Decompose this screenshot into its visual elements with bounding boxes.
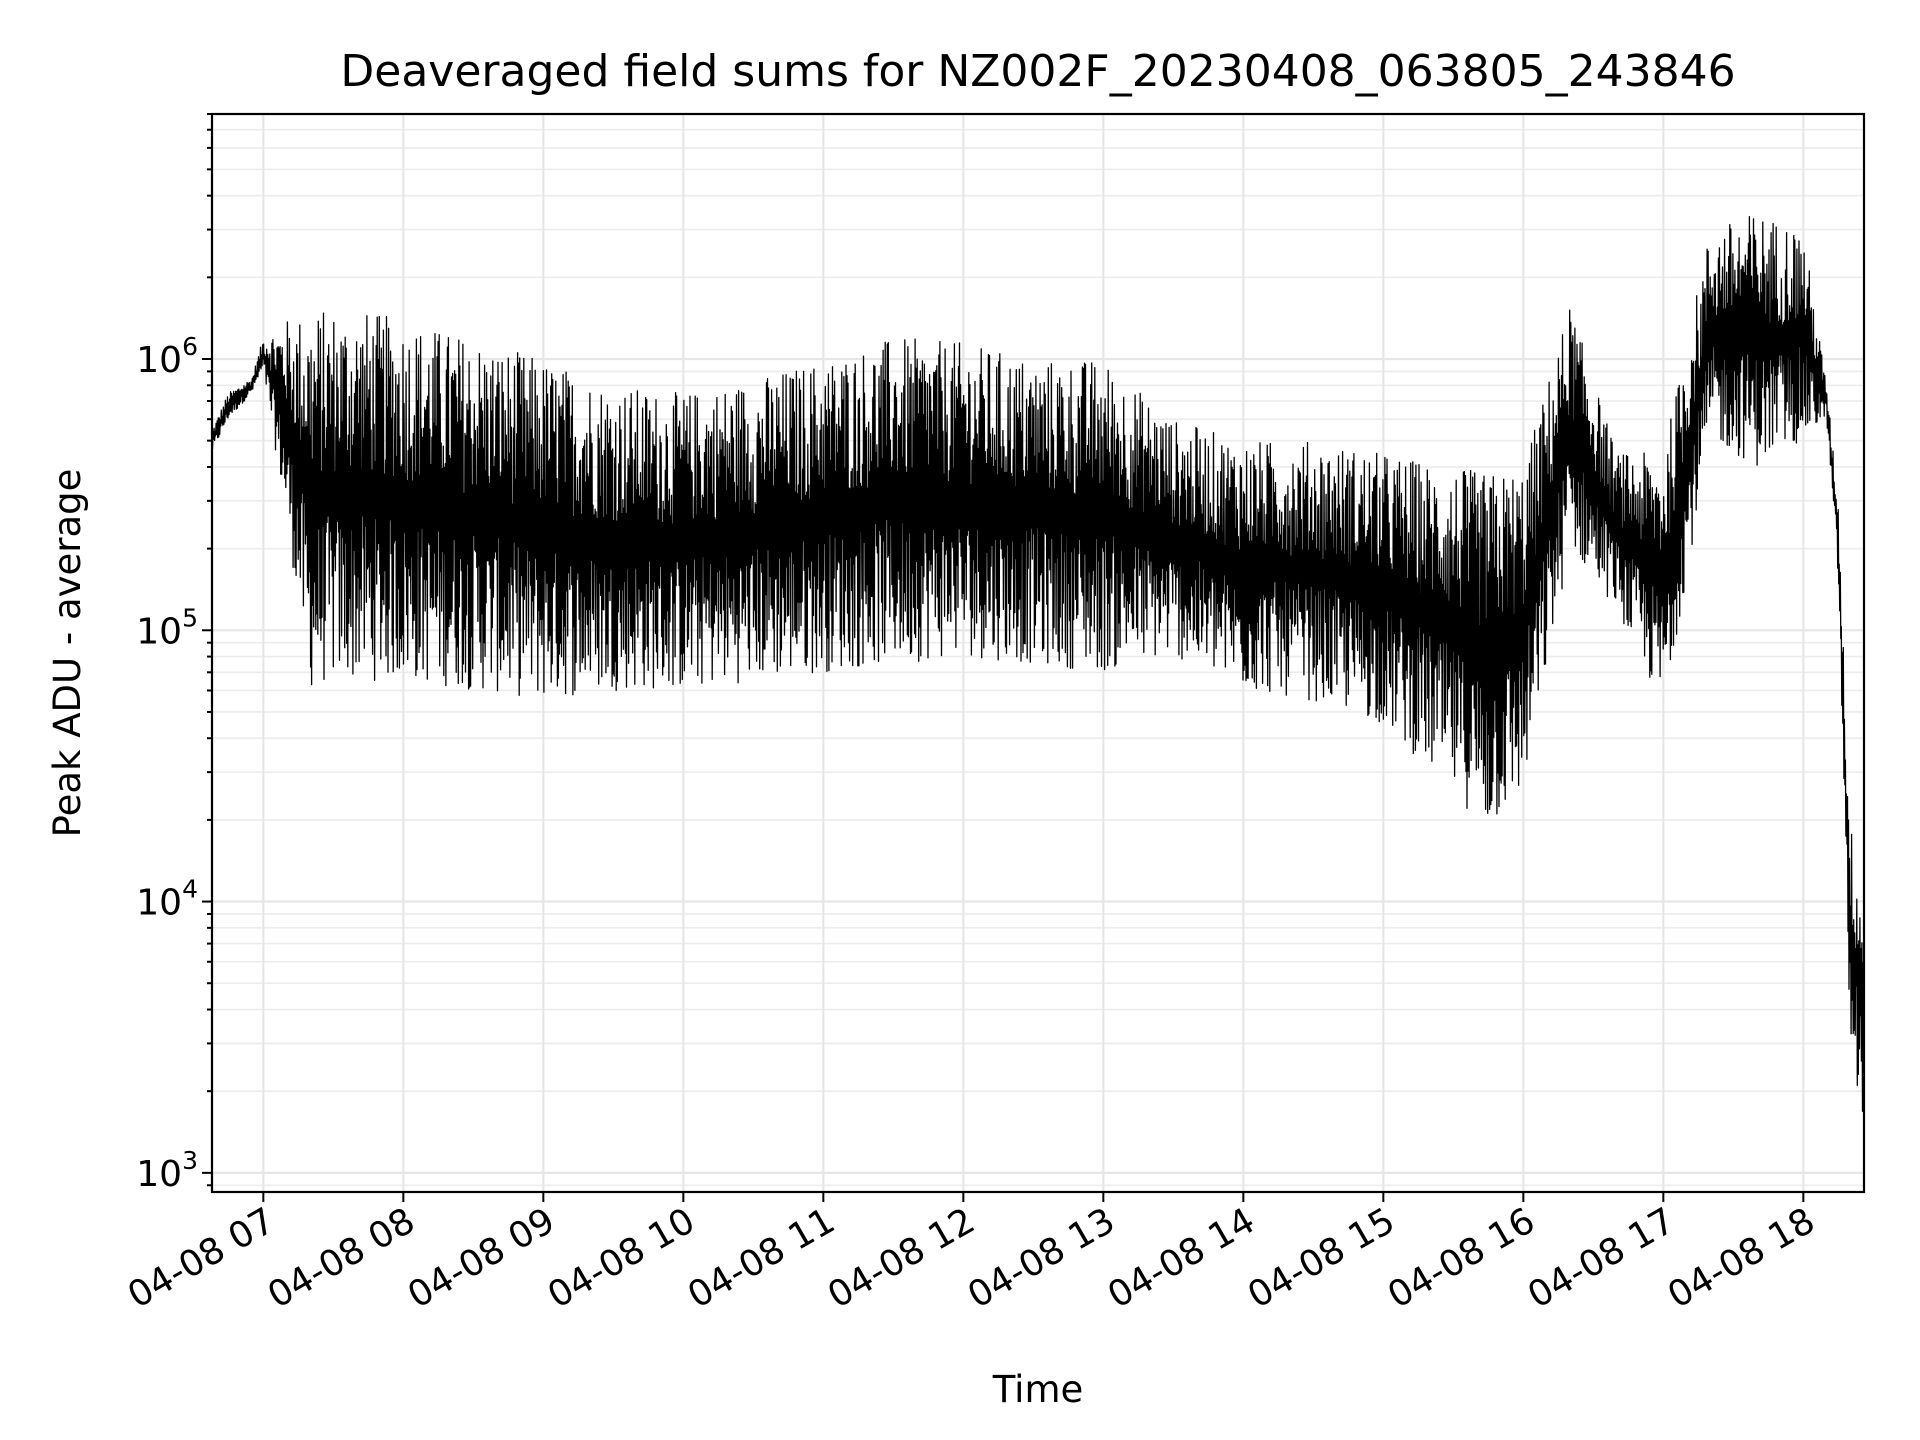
y-tick-label: 106 (136, 332, 198, 381)
x-tick-label: 04-08 15 (1241, 1200, 1402, 1316)
y-tick-label: 103 (136, 1146, 198, 1195)
y-axis: 103 104 105 106 (136, 113, 212, 1195)
x-tick-label: 04-08 13 (961, 1200, 1122, 1316)
y-tick-label: 104 (136, 875, 198, 924)
x-tick-label: 04-08 18 (1661, 1200, 1822, 1316)
grid (212, 113, 1864, 1192)
x-tick-label: 04-08 07 (121, 1200, 282, 1316)
y-tick-label: 105 (136, 603, 198, 652)
chart-title: Deaveraged field sums for NZ002F_2023040… (340, 46, 1735, 97)
y-axis-label: Peak ADU - average (46, 469, 89, 838)
x-tick-label: 04-08 08 (261, 1200, 422, 1316)
x-tick-label: 04-08 14 (1101, 1200, 1262, 1316)
series-line (211, 215, 1865, 1112)
x-tick-label: 04-08 16 (1381, 1200, 1542, 1316)
x-axis-label: Time (992, 1368, 1084, 1411)
plot-frame (210, 112, 1866, 1194)
x-tick-label: 04-08 09 (401, 1200, 562, 1316)
x-tick-label: 04-08 11 (681, 1200, 842, 1316)
x-tick-label: 04-08 12 (821, 1200, 982, 1316)
series-layer (211, 215, 1865, 1112)
x-tick-label: 04-08 17 (1521, 1200, 1682, 1316)
x-tick-label: 04-08 10 (541, 1200, 702, 1316)
